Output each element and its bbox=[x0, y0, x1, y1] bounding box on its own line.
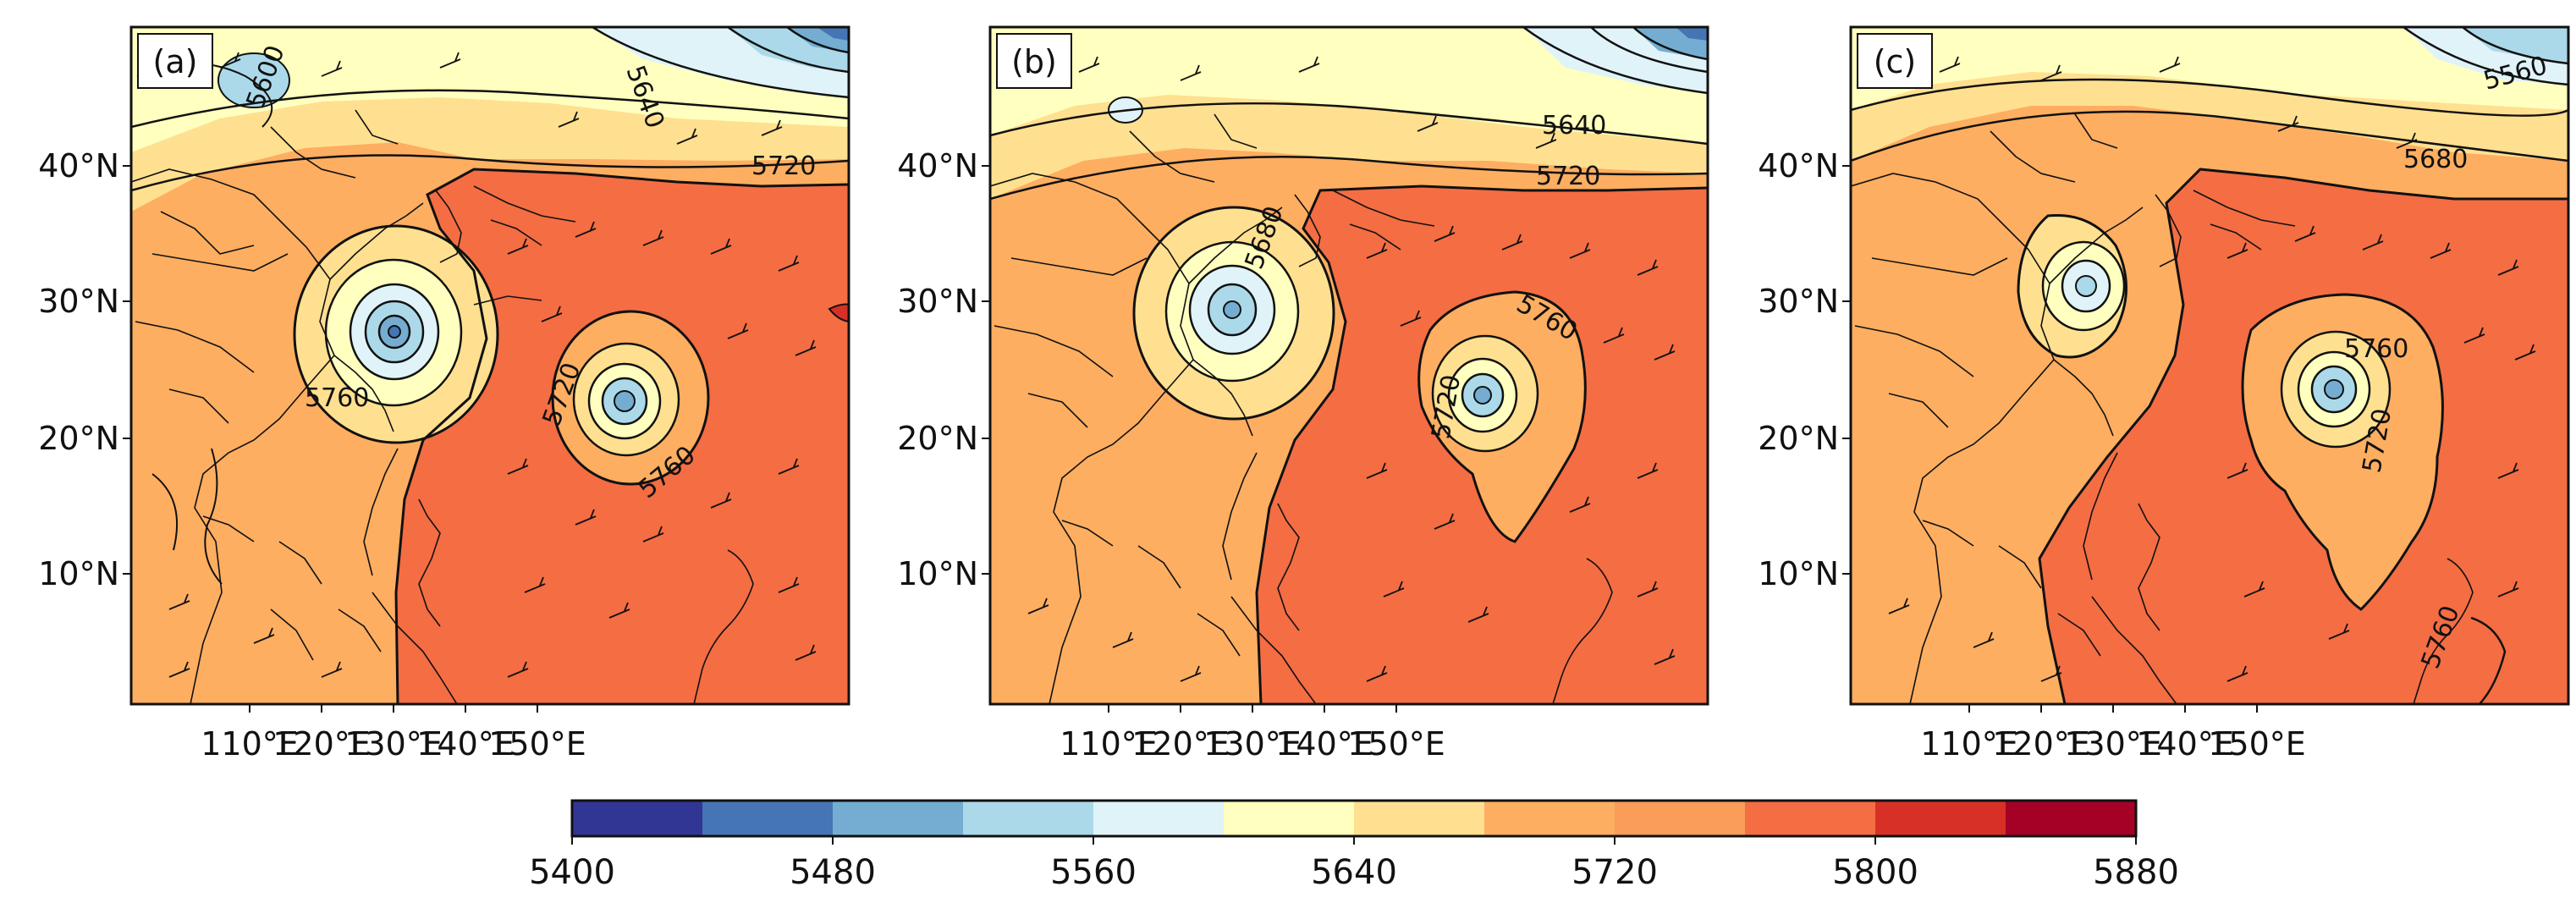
lat-tick-label: 20°N bbox=[897, 420, 978, 457]
lon-tick-label: 120°E bbox=[272, 725, 371, 763]
field-5640-5680 bbox=[990, 27, 1708, 144]
colorbar-tick-label: 5640 bbox=[1311, 853, 1397, 892]
colorbar-swatch bbox=[1224, 801, 1354, 836]
colorbar-swatch bbox=[1875, 801, 2006, 836]
contour-label: 5640 bbox=[1542, 111, 1606, 140]
colorbar-swatch bbox=[1484, 801, 1615, 836]
panel-label-box-c bbox=[1857, 33, 1933, 89]
panel-label-box-a bbox=[137, 33, 213, 89]
lat-tick-label: 40°N bbox=[1758, 147, 1839, 184]
colorbar-swatches bbox=[572, 801, 2136, 836]
contour-label: 5680 bbox=[2403, 145, 2468, 174]
lon-tick-label: 110°E bbox=[201, 725, 299, 763]
lat-tick-label: 20°N bbox=[38, 420, 119, 457]
lat-tick-label: 30°N bbox=[1758, 283, 1839, 320]
colorbar-swatch bbox=[1354, 801, 1484, 836]
wind-barbs-b bbox=[1027, 56, 1676, 682]
colorbar-swatch bbox=[833, 801, 963, 836]
map-frame-b bbox=[988, 25, 1709, 706]
lon-tick-label: 130°E bbox=[344, 725, 443, 763]
lon-tick-label: 120°E bbox=[1131, 725, 1230, 763]
lon-tick-label: 150°E bbox=[1347, 725, 1445, 763]
contour-label: 5720 bbox=[1536, 162, 1600, 191]
colorbar-swatch bbox=[572, 801, 702, 836]
colorbar-swatch bbox=[2006, 801, 2136, 836]
field-5720-5760 bbox=[131, 27, 849, 704]
panel-label-c: (c) bbox=[1874, 43, 1917, 80]
low-north-a bbox=[217, 52, 290, 108]
map-frame-a bbox=[129, 25, 850, 706]
colorbar-tick-label: 5880 bbox=[2093, 853, 2179, 892]
contour-labels-c: 5680 5560 5720 5760 5760 bbox=[2344, 51, 2551, 673]
panel-a: (a) 5720 5760 5720 5640 5760 5600 bbox=[129, 25, 850, 706]
field-5560-5600 bbox=[2463, 27, 2568, 63]
lat-tick-label: 30°N bbox=[38, 283, 119, 320]
panel-label-b: (b) bbox=[1011, 43, 1057, 80]
map-frame-c bbox=[1849, 25, 2570, 706]
colorbar-swatch bbox=[963, 801, 1093, 836]
coastlines-b bbox=[990, 113, 1613, 704]
colorbar-swatch bbox=[1745, 801, 1875, 836]
lon-tick-label: 110°E bbox=[1060, 725, 1158, 763]
colorbar-ticks: 5400 5480 5560 5640 5720 5800 5880 bbox=[529, 836, 2179, 892]
panel-label-a: (a) bbox=[153, 43, 198, 80]
colorbar-tick-label: 5560 bbox=[1050, 853, 1137, 892]
field-5720-5760 bbox=[990, 27, 1708, 704]
lat-tick-label: 10°N bbox=[897, 555, 978, 592]
panel-c: (c) 5680 5560 5720 5760 5760 bbox=[1849, 25, 2570, 706]
field-5480-5520 bbox=[1676, 27, 1708, 41]
lon-tick-label: 140°E bbox=[1275, 725, 1373, 763]
wind-barbs-c bbox=[1888, 56, 2536, 682]
contour-label: 5760 bbox=[305, 383, 369, 413]
lat-tick-label: 10°N bbox=[1758, 555, 1839, 592]
wind-barbs-a bbox=[168, 52, 817, 678]
lon-tick-label: 110°E bbox=[1920, 725, 2018, 763]
field-5640-5680 bbox=[1851, 27, 2568, 110]
colorbar-tick-label: 5720 bbox=[1571, 853, 1658, 892]
colorbar-swatch bbox=[1615, 801, 1745, 836]
field-5720-5760 bbox=[1851, 27, 2568, 704]
colorbar-swatch bbox=[702, 801, 833, 836]
lon-tick-label: 140°E bbox=[416, 725, 515, 763]
lat-tick-label: 30°N bbox=[897, 283, 978, 320]
coastlines-c bbox=[1851, 113, 2474, 704]
colorbar-tick-label: 5400 bbox=[529, 853, 615, 892]
colorbar-tick-label: 5480 bbox=[790, 853, 876, 892]
axis-ticks: 40°N30°N20°N10°N110°E120°E130°E140°E150°… bbox=[38, 147, 2306, 763]
panel-label-box-b bbox=[996, 33, 1072, 89]
lat-tick-label: 40°N bbox=[897, 147, 978, 184]
field-5480-5520 bbox=[817, 27, 849, 41]
lon-tick-label: 150°E bbox=[2208, 725, 2306, 763]
lon-tick-label: 140°E bbox=[2136, 725, 2234, 763]
lon-tick-label: 120°E bbox=[1992, 725, 2090, 763]
contour-label: 5760 bbox=[2344, 334, 2408, 364]
colorbar-swatch bbox=[1093, 801, 1224, 836]
colorbar: 5400 5480 5560 5640 5720 5800 5880 bbox=[529, 799, 2179, 892]
lat-tick-label: 40°N bbox=[38, 147, 119, 184]
lat-tick-label: 20°N bbox=[1758, 420, 1839, 457]
contour-label: 5720 bbox=[751, 151, 816, 181]
coastlines-a bbox=[131, 109, 754, 704]
panel-b: (b) 5640 5720 5760 5680 5720 bbox=[988, 25, 1709, 706]
colorbar-tick-label: 5800 bbox=[1832, 853, 1918, 892]
lon-tick-label: 150°E bbox=[488, 725, 586, 763]
lon-tick-label: 130°E bbox=[1203, 725, 1302, 763]
lat-tick-label: 10°N bbox=[38, 555, 119, 592]
lon-tick-label: 130°E bbox=[2064, 725, 2162, 763]
